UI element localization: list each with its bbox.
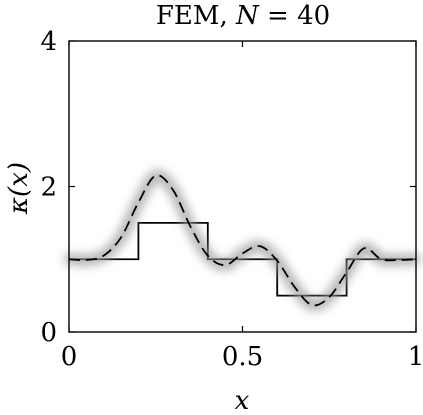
series-1-dashed-line (68, 174, 417, 307)
plot-area (64, 170, 421, 311)
x-tick-label: 0 (61, 342, 78, 372)
plot-frame (68, 40, 417, 333)
uncertainty-band (64, 170, 421, 311)
ticks: 0 0.5 1 0 2 4 (40, 27, 423, 372)
y-tick-label: 2 (40, 173, 57, 203)
y-axis-label: κ(x) (4, 162, 34, 215)
y-tick-label: 4 (40, 27, 57, 57)
chart-title: FEM, N = 40 (156, 1, 330, 31)
y-tick-label: 0 (40, 318, 57, 348)
x-tick-label: 1 (408, 342, 423, 372)
x-tick-label: 0.5 (222, 342, 263, 372)
x-axis-label: x (235, 386, 250, 415)
